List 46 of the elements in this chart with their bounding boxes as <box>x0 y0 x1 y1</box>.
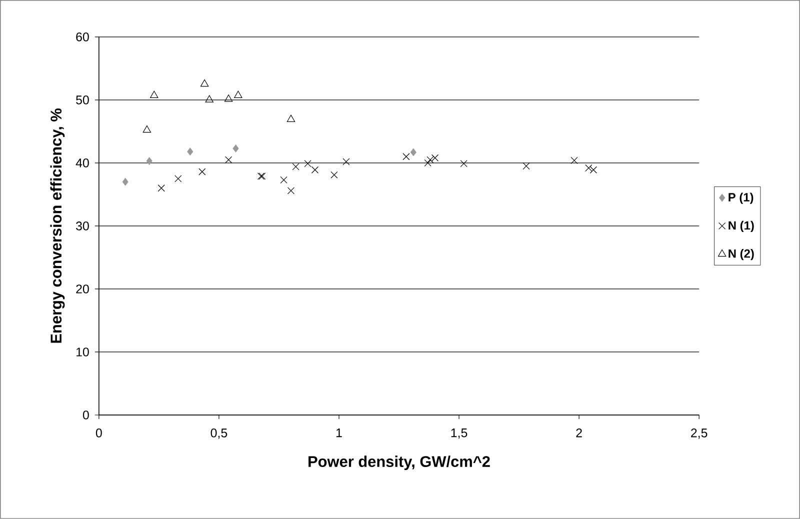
x-tick-label: 0,5 <box>210 428 228 439</box>
y-tick-label: 50 <box>76 96 89 104</box>
point <box>122 178 128 186</box>
point <box>224 94 233 102</box>
y-tick-label: 40 <box>76 158 89 168</box>
x-tick-label: 1,5 <box>451 428 468 439</box>
x-axis-title: Power density, GW/cm^2 <box>308 456 490 470</box>
point <box>150 90 158 98</box>
point <box>311 166 319 174</box>
point <box>187 148 194 156</box>
point <box>142 126 152 133</box>
point <box>146 157 152 165</box>
y-axis-title: Energy conversion efficiency, % <box>50 108 65 343</box>
point <box>200 80 209 87</box>
point <box>174 175 182 182</box>
point <box>424 159 432 167</box>
x-tick-label: 2 <box>576 428 582 438</box>
point <box>292 163 300 170</box>
y-tick-label: 0 <box>82 410 89 420</box>
x-tick-label: 1 <box>336 428 342 438</box>
y-tick-label: 60 <box>76 32 89 42</box>
x-tick-label: 0 <box>96 428 102 438</box>
point <box>287 187 295 194</box>
point <box>286 114 296 122</box>
legend-label: N (2) <box>728 249 754 260</box>
point <box>225 156 232 164</box>
legend-label: N (1) <box>728 220 754 232</box>
point <box>342 158 350 166</box>
point <box>570 156 578 164</box>
y-tick-label: 30 <box>76 222 89 230</box>
point <box>304 160 312 168</box>
point <box>402 153 410 160</box>
y-tick-label: 20 <box>76 284 89 294</box>
point <box>205 95 214 102</box>
point <box>410 148 416 156</box>
point <box>158 184 165 192</box>
y-tick-label: 10 <box>76 348 89 356</box>
point <box>198 168 206 176</box>
point <box>234 90 242 98</box>
point <box>522 162 530 170</box>
point <box>460 160 468 168</box>
point <box>232 144 239 152</box>
point <box>280 176 288 184</box>
x-tick-label: 2,5 <box>691 428 708 439</box>
point <box>330 171 338 178</box>
legend-label: P (1) <box>728 192 754 204</box>
